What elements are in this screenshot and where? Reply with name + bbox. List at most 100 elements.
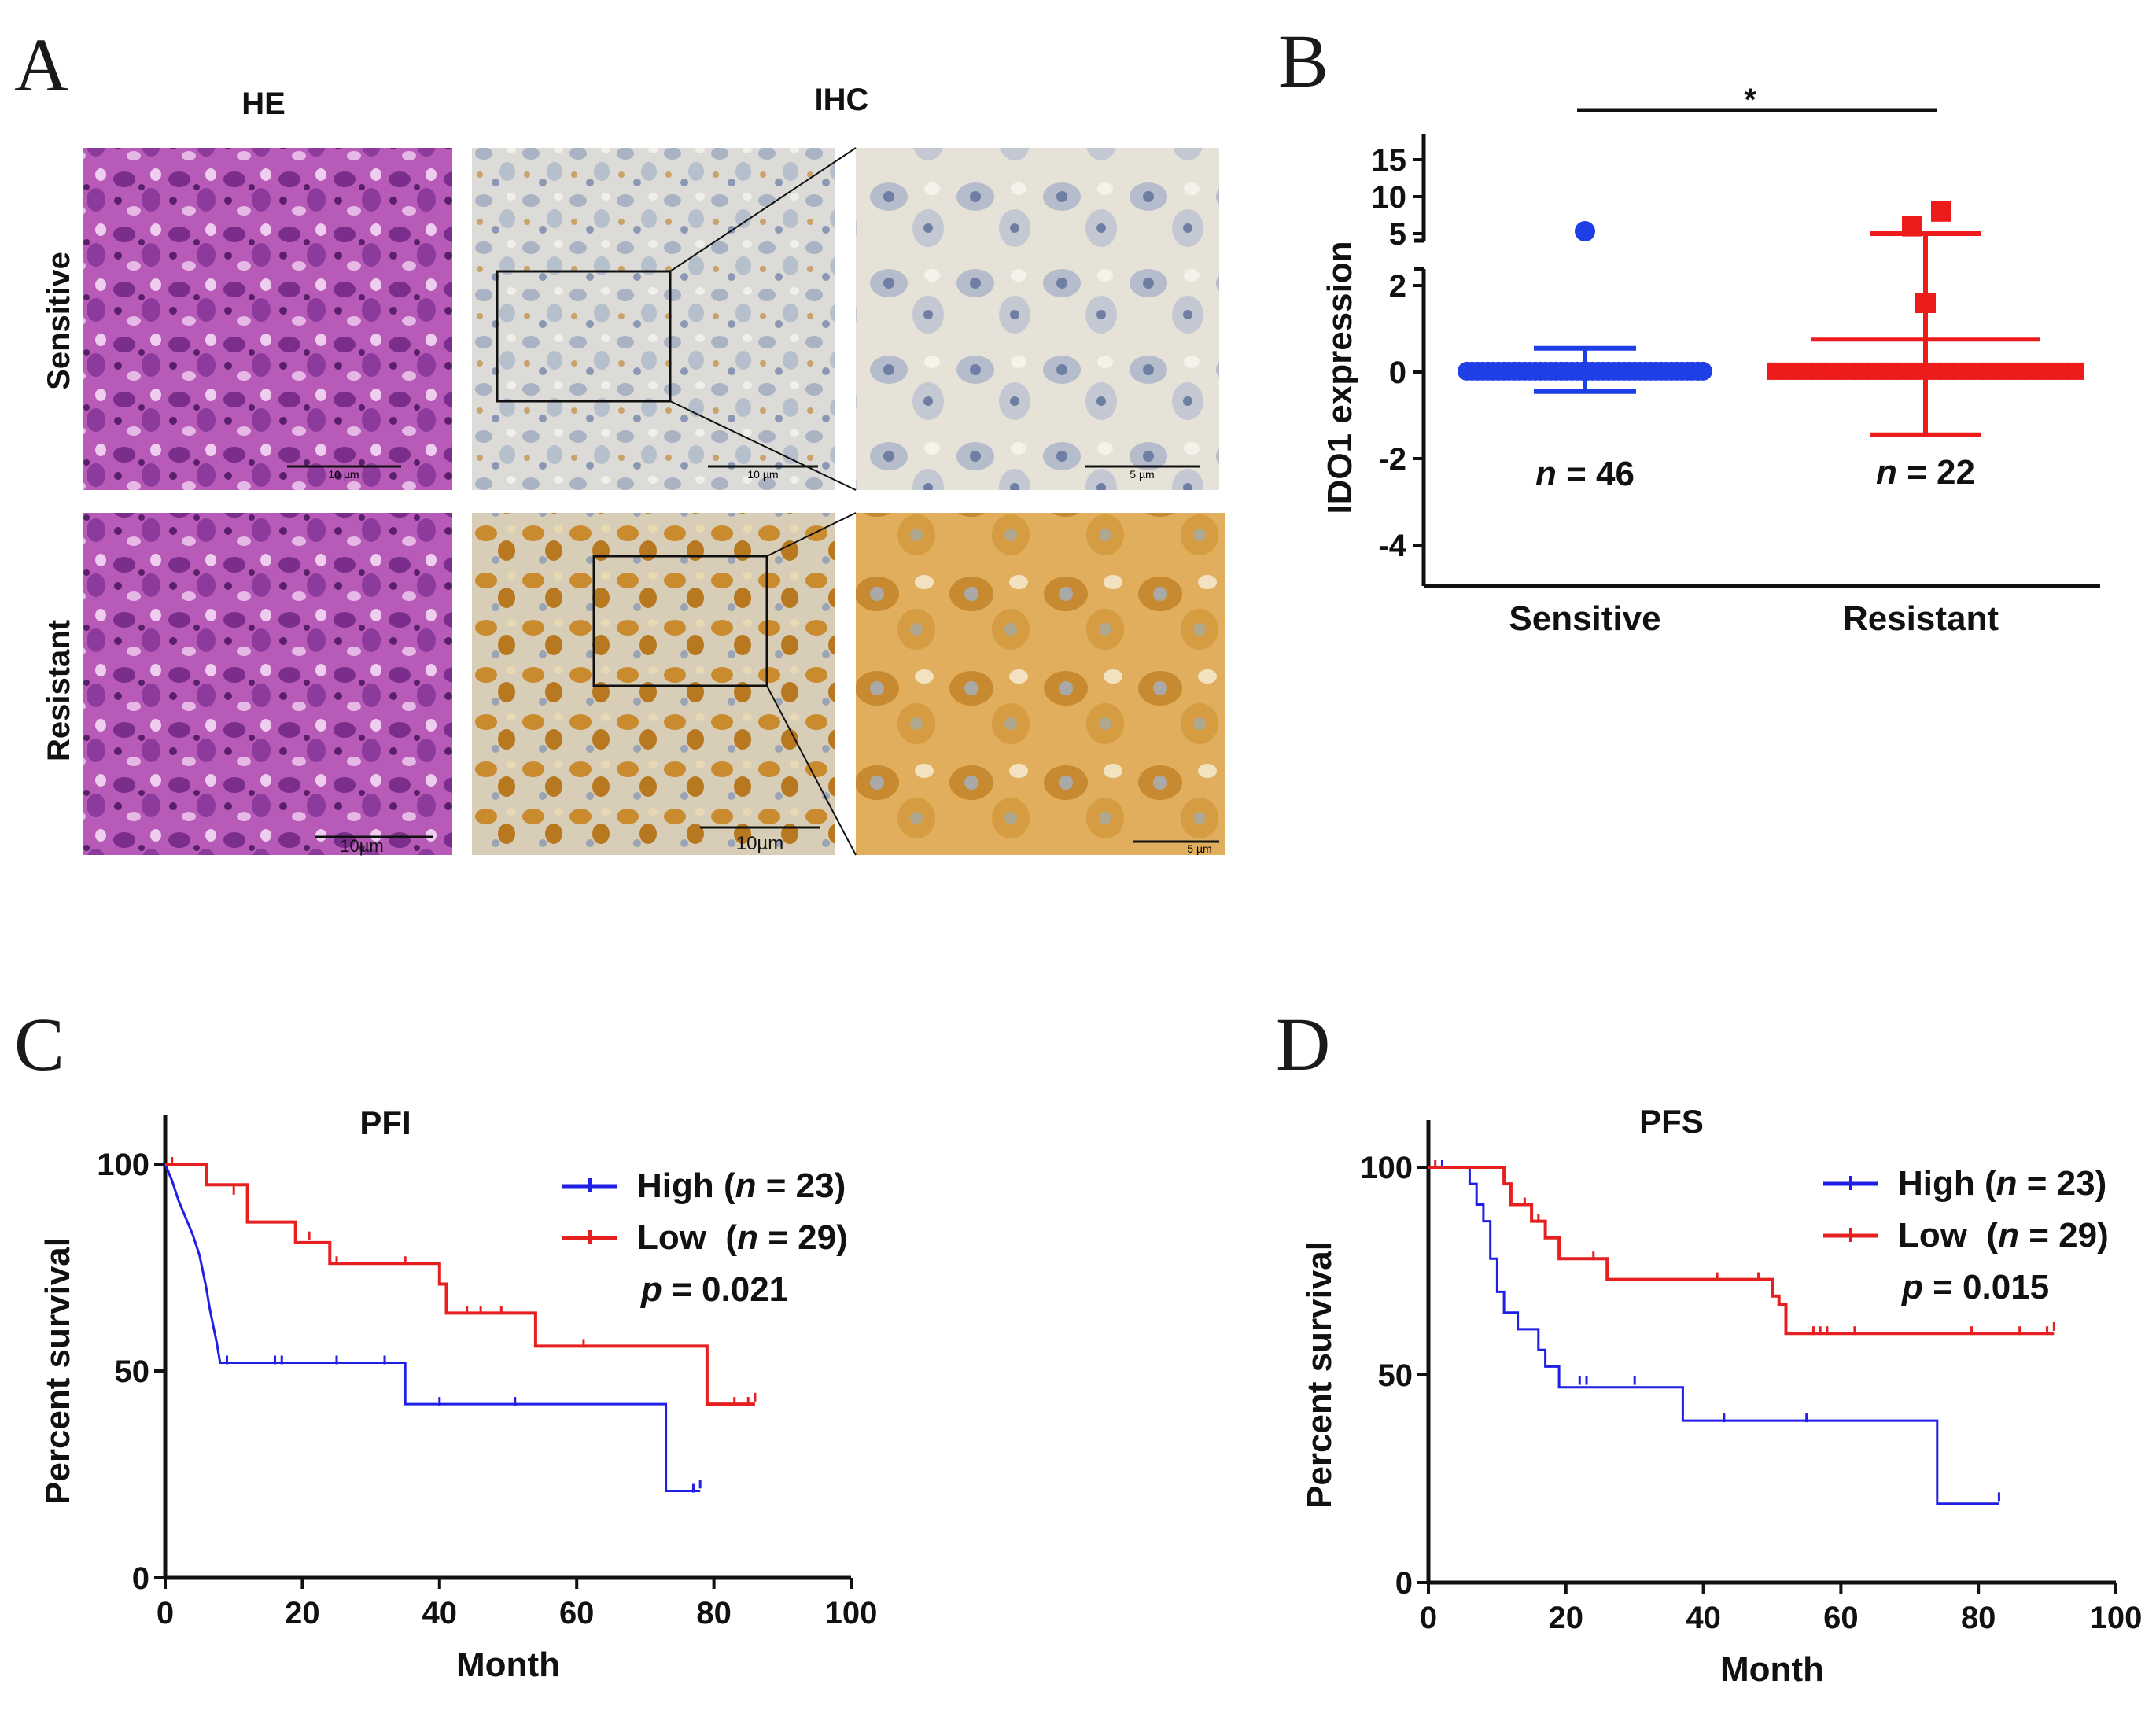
- zoom-connector-top-resistant: [766, 512, 857, 557]
- panel-b-point-resistant: [1782, 362, 1800, 380]
- panel-c: C PFI 0 20 40 60 80 100 0 50 100 Month Percent surv…: [14, 1002, 877, 1684]
- panel-b-point-resistant: [1981, 362, 1999, 380]
- panel-b-point-resistant: [1995, 362, 2013, 380]
- zoom-connector-bottom-sensitive: [669, 400, 857, 491]
- km-xtick-label: 100: [2090, 1601, 2143, 1635]
- panel-b-ytick-label: 5: [1389, 217, 1406, 252]
- row-label-resistant: Resistant: [42, 620, 76, 761]
- km-ytick-label: 0: [132, 1561, 149, 1596]
- panel-b: B * IDO1 expression Sensitive Resistant …: [1278, 19, 2100, 638]
- km-legend-label: Low (n = 29): [637, 1218, 848, 1257]
- col-header-ihc: IHC: [815, 83, 869, 117]
- km-xtick-label: 40: [422, 1596, 458, 1631]
- km-legend-label: Low (n = 29): [1898, 1216, 2109, 1255]
- km-legend-label: High (n = 23): [637, 1166, 846, 1205]
- panel-d-chart: PFS 0 20 40 60 80 100 0 50 100 Month Percent surviv…: [1300, 1103, 2142, 1689]
- micrograph-sensitive-ihc: [472, 148, 835, 490]
- panel-b-point-resistant: [1824, 362, 1842, 380]
- km-xtick-label: 80: [696, 1596, 732, 1631]
- km-ytick-label: 50: [1378, 1358, 1413, 1393]
- panel-b-point-resistant: [1924, 362, 1942, 380]
- micrograph-sensitive-zoom: [856, 148, 1219, 490]
- km-ytick-label: 100: [1360, 1151, 1413, 1185]
- panel-b-point-resistant: [2066, 362, 2084, 380]
- panel-b-point-resistant: [1952, 362, 1970, 380]
- panel-b-point-resistant: [1966, 362, 1985, 380]
- km-xtick-label: 0: [1420, 1601, 1437, 1635]
- zoom-connector-bottom-resistant: [766, 685, 857, 856]
- scale-text-sens-ihc: 10 µm: [747, 468, 778, 481]
- panel-b-outlier-resistant: [1931, 201, 1951, 222]
- km-curve-low: [165, 1163, 755, 1406]
- panel-b-point-resistant: [1852, 362, 1870, 380]
- panel-b-ytick-label: -2: [1378, 442, 1406, 477]
- panel-c-label: C: [14, 1002, 64, 1086]
- km-xtick-label: 60: [559, 1596, 595, 1631]
- km-title: PFS: [1639, 1103, 1704, 1140]
- panel-b-outlier-sensitive: [1575, 221, 1595, 241]
- scale-text-res-he: 10µm: [340, 836, 383, 856]
- km-xlabel: Month: [1720, 1650, 1824, 1689]
- km-ytick-label: 0: [1395, 1566, 1413, 1601]
- panel-b-point-resistant: [1796, 362, 1814, 380]
- km-legend-label: High (n = 23): [1898, 1164, 2106, 1203]
- panel-b-point-resistant: [2023, 362, 2041, 380]
- km-title: PFI: [359, 1104, 411, 1141]
- panel-d: D PFS 0 20 40 60 80 100 0 50 100 Month Percent surv…: [1276, 1002, 2142, 1689]
- scale-text-sens-he: 10 µm: [328, 468, 359, 481]
- micrograph-sensitive-he: [83, 148, 452, 490]
- zoom-connector-top-sensitive: [669, 147, 857, 272]
- km-p-value: p = 0.021: [640, 1270, 788, 1309]
- km-xtick-label: 20: [1549, 1601, 1584, 1635]
- km-ylabel: Percent survival: [39, 1237, 77, 1505]
- scale-text-res-zoom: 5 µm: [1187, 842, 1211, 855]
- km-xtick-label: 40: [1686, 1601, 1721, 1635]
- panel-b-outlier-resistant: [1902, 216, 1922, 237]
- panel-b-outlier-resistant: [1915, 293, 1936, 313]
- km-xtick-label: 20: [285, 1596, 320, 1631]
- panel-b-point-resistant: [1810, 362, 1828, 380]
- km-xtick-label: 80: [1961, 1601, 1996, 1635]
- n-label-resistant: n = 22: [1876, 453, 1975, 492]
- panel-b-ylabel: IDO1 expression: [1321, 241, 1359, 514]
- km-xtick-label: 0: [157, 1596, 174, 1631]
- panel-b-label: B: [1278, 19, 1329, 103]
- km-xlabel: Month: [456, 1646, 560, 1684]
- km-curve-low: [1428, 1166, 2055, 1336]
- panel-b-ytick-label: 0: [1389, 356, 1406, 390]
- panel-b-point-resistant: [1938, 362, 1956, 380]
- panel-a-label: A: [14, 23, 68, 107]
- panel-b-point-sensitive: [1693, 361, 1712, 381]
- km-ytick-label: 50: [115, 1354, 150, 1389]
- panel-d-label: D: [1276, 1002, 1330, 1086]
- km-curve-high: [164, 1163, 701, 1492]
- km-xtick-label: 60: [1823, 1601, 1859, 1635]
- panel-b-point-resistant: [1881, 362, 1899, 380]
- n-label-sensitive: n = 46: [1535, 455, 1635, 493]
- km-ytick-label: 100: [97, 1148, 149, 1182]
- panel-b-point-resistant: [2037, 362, 2055, 380]
- panel-b-xtick-resistant: Resistant: [1843, 599, 1999, 638]
- km-p-value: p = 0.015: [1901, 1268, 2049, 1306]
- panel-b-point-resistant: [1895, 362, 1913, 380]
- panel-b-ytick-label: 10: [1372, 180, 1407, 215]
- panel-b-point-resistant: [2009, 362, 2027, 380]
- zoom-box-sensitive: [496, 270, 672, 403]
- panel-b-ytick-label: -4: [1378, 529, 1406, 563]
- col-header-he: HE: [241, 87, 286, 121]
- panel-b-point-resistant: [1909, 362, 1927, 380]
- micrograph-resistant-he: [83, 513, 452, 855]
- panel-c-chart: PFI 0 20 40 60 80 100 0 50 100 Month Percent surviv…: [39, 1104, 877, 1684]
- micrograph-resistant-zoom: [856, 513, 1225, 855]
- km-xtick-label: 100: [825, 1596, 878, 1631]
- row-label-sensitive: Sensitive: [42, 252, 76, 390]
- km-curve-high: [1428, 1166, 1999, 1505]
- scale-text-sens-zoom: 5 µm: [1130, 468, 1154, 481]
- panel-b-point-resistant: [1767, 362, 1785, 380]
- panel-b-point-resistant: [1838, 362, 1856, 380]
- panel-b-ytick-label: 15: [1372, 143, 1407, 178]
- micrograph-resistant-ihc: [472, 513, 835, 855]
- zoom-box-resistant: [592, 555, 768, 687]
